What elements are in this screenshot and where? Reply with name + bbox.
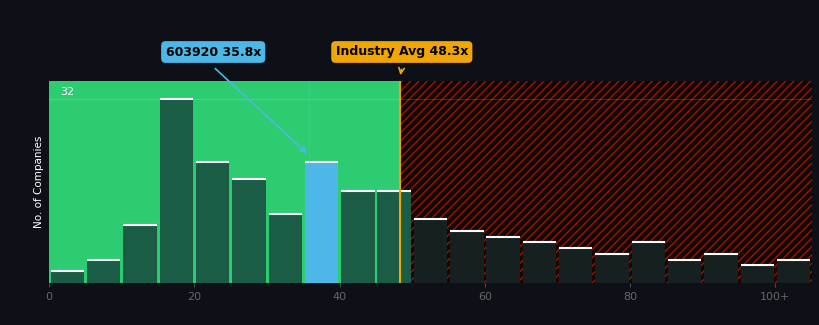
Text: Industry Avg 48.3x: Industry Avg 48.3x bbox=[335, 46, 468, 58]
Bar bbox=[400, 81, 811, 283]
Bar bbox=[667, 260, 700, 283]
Bar bbox=[559, 248, 592, 283]
Bar bbox=[486, 237, 519, 283]
Text: 32: 32 bbox=[60, 87, 75, 98]
Bar bbox=[400, 81, 811, 283]
Bar bbox=[87, 260, 120, 283]
Bar bbox=[268, 214, 301, 283]
Bar bbox=[123, 225, 156, 283]
Bar bbox=[232, 179, 265, 283]
Bar bbox=[740, 266, 773, 283]
Bar bbox=[196, 162, 229, 283]
Bar bbox=[522, 242, 555, 283]
Bar bbox=[631, 242, 664, 283]
Bar bbox=[776, 260, 809, 283]
Bar bbox=[704, 254, 737, 283]
Bar bbox=[414, 219, 446, 283]
Bar bbox=[341, 191, 374, 283]
Bar bbox=[49, 81, 400, 283]
Y-axis label: No. of Companies: No. of Companies bbox=[34, 136, 43, 228]
Bar bbox=[305, 162, 338, 283]
Bar bbox=[450, 231, 483, 283]
Bar bbox=[51, 271, 84, 283]
Text: 603920 35.8x: 603920 35.8x bbox=[165, 46, 260, 58]
Bar bbox=[595, 254, 628, 283]
Bar bbox=[160, 98, 192, 283]
Bar bbox=[377, 191, 410, 283]
